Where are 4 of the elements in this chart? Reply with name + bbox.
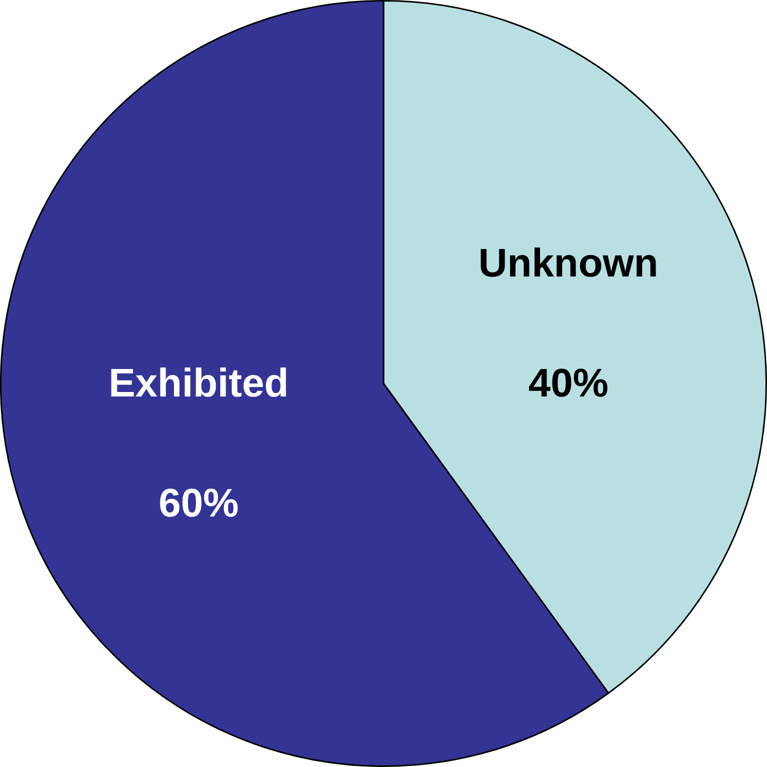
slice-label: Exhibited — [108, 362, 289, 406]
slice-label: Unknown — [478, 241, 658, 286]
data-label: 60% — [158, 482, 239, 526]
data-label: 40% — [528, 361, 608, 406]
